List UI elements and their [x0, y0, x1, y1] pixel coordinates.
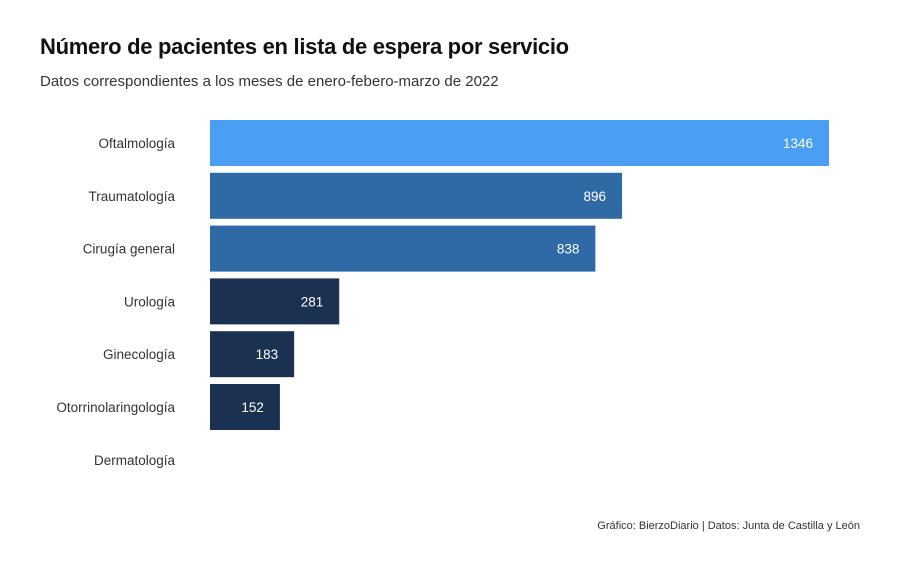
- value-label: 896: [584, 189, 607, 204]
- chart-title: Número de pacientes en lista de espera p…: [40, 34, 569, 59]
- bar: [210, 225, 596, 272]
- chart-subtitle: Datos correspondientes a los meses de en…: [40, 73, 499, 90]
- category-label: Dermatología: [94, 453, 176, 468]
- bar: [210, 331, 295, 378]
- value-label: 183: [256, 347, 279, 362]
- value-label: 281: [301, 294, 324, 309]
- category-label: Ginecología: [103, 347, 176, 362]
- category-label: Urología: [124, 294, 176, 309]
- value-label: 1346: [783, 136, 813, 151]
- bar: [210, 384, 280, 430]
- bar: [210, 278, 340, 325]
- source-caption: Gráfico: BierzoDiario | Datos: Junta de …: [597, 520, 860, 532]
- value-label: 838: [557, 242, 580, 257]
- value-label: 152: [241, 400, 264, 415]
- category-label: Oftalmología: [98, 136, 175, 151]
- category-label: Cirugía general: [83, 242, 175, 257]
- bar: [210, 172, 623, 219]
- bar: [210, 120, 829, 166]
- category-label: Traumatología: [88, 189, 175, 204]
- category-label: Otorrinolaringología: [56, 400, 175, 415]
